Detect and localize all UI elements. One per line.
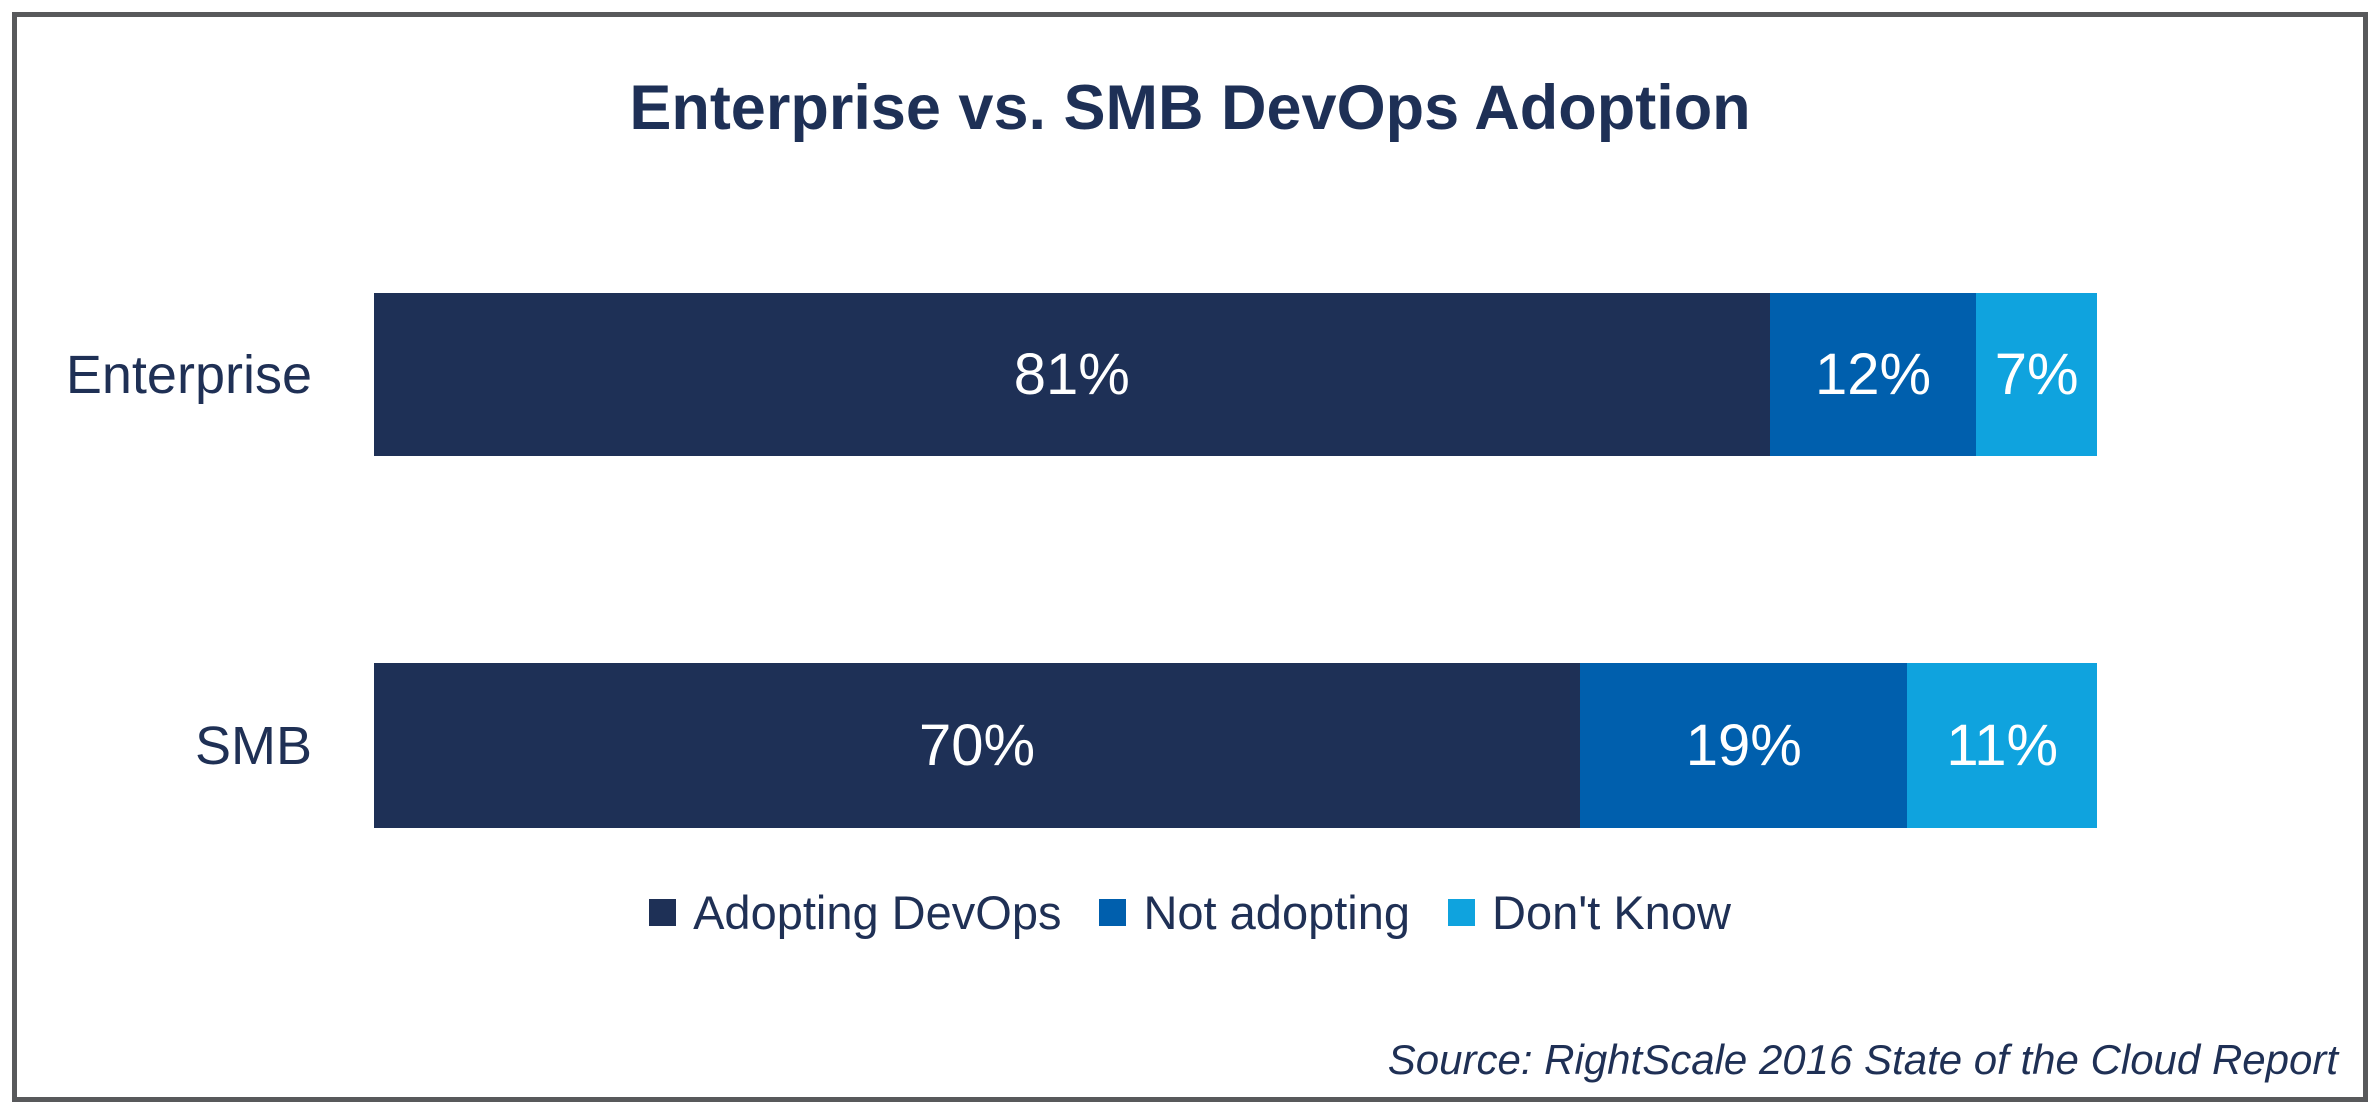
- value-label: 11%: [1946, 713, 2059, 778]
- legend-marker-icon: [649, 898, 677, 926]
- legend: Adopting DevOps Not adopting Don't Know: [0, 880, 2380, 944]
- source-note: Source: RightScale 2016 State of the Clo…: [1387, 1036, 2338, 1083]
- stacked-bar: 81% 12% 7%: [374, 293, 2097, 456]
- legend-item: Not adopting: [1099, 885, 1410, 940]
- value-label: 70%: [919, 713, 1036, 778]
- stacked-bar: 70% 19% 11%: [374, 663, 2097, 828]
- bar-segment-don-t-know: 7%: [1976, 293, 2097, 456]
- legend-item: Adopting DevOps: [649, 885, 1061, 940]
- bar-segment-not-adopting: 19%: [1580, 663, 1908, 828]
- category-label: SMB: [194, 715, 312, 776]
- value-label: 81%: [1013, 342, 1130, 407]
- chart-border-frame: [12, 12, 2368, 1102]
- bar-segment-adopting-devops: 70%: [374, 663, 1581, 828]
- bar-segment-don-t-know: 11%: [1907, 663, 2097, 828]
- legend-label: Don't Know: [1492, 885, 1731, 939]
- bar-segment-adopting-devops: 81%: [374, 293, 1770, 456]
- category-label: Enterprise: [65, 344, 312, 405]
- bar-row: SMB 70% 19% 11%: [0, 663, 2380, 828]
- legend-marker-icon: [1448, 898, 1476, 926]
- legend-label: Not adopting: [1143, 885, 1411, 939]
- bar-row: Enterprise 81% 12% 7%: [0, 293, 2380, 456]
- value-label: 19%: [1685, 713, 1802, 778]
- bar-segment-not-adopting: 12%: [1769, 293, 1977, 456]
- legend-marker-icon: [1099, 898, 1127, 926]
- chart-title: Enterprise vs. SMB DevOps Adoption: [629, 73, 1751, 143]
- value-label: 7%: [1994, 342, 2079, 407]
- value-label: 12%: [1814, 342, 1932, 407]
- legend-label: Adopting DevOps: [693, 885, 1062, 939]
- legend-item: Don't Know: [1448, 885, 1731, 940]
